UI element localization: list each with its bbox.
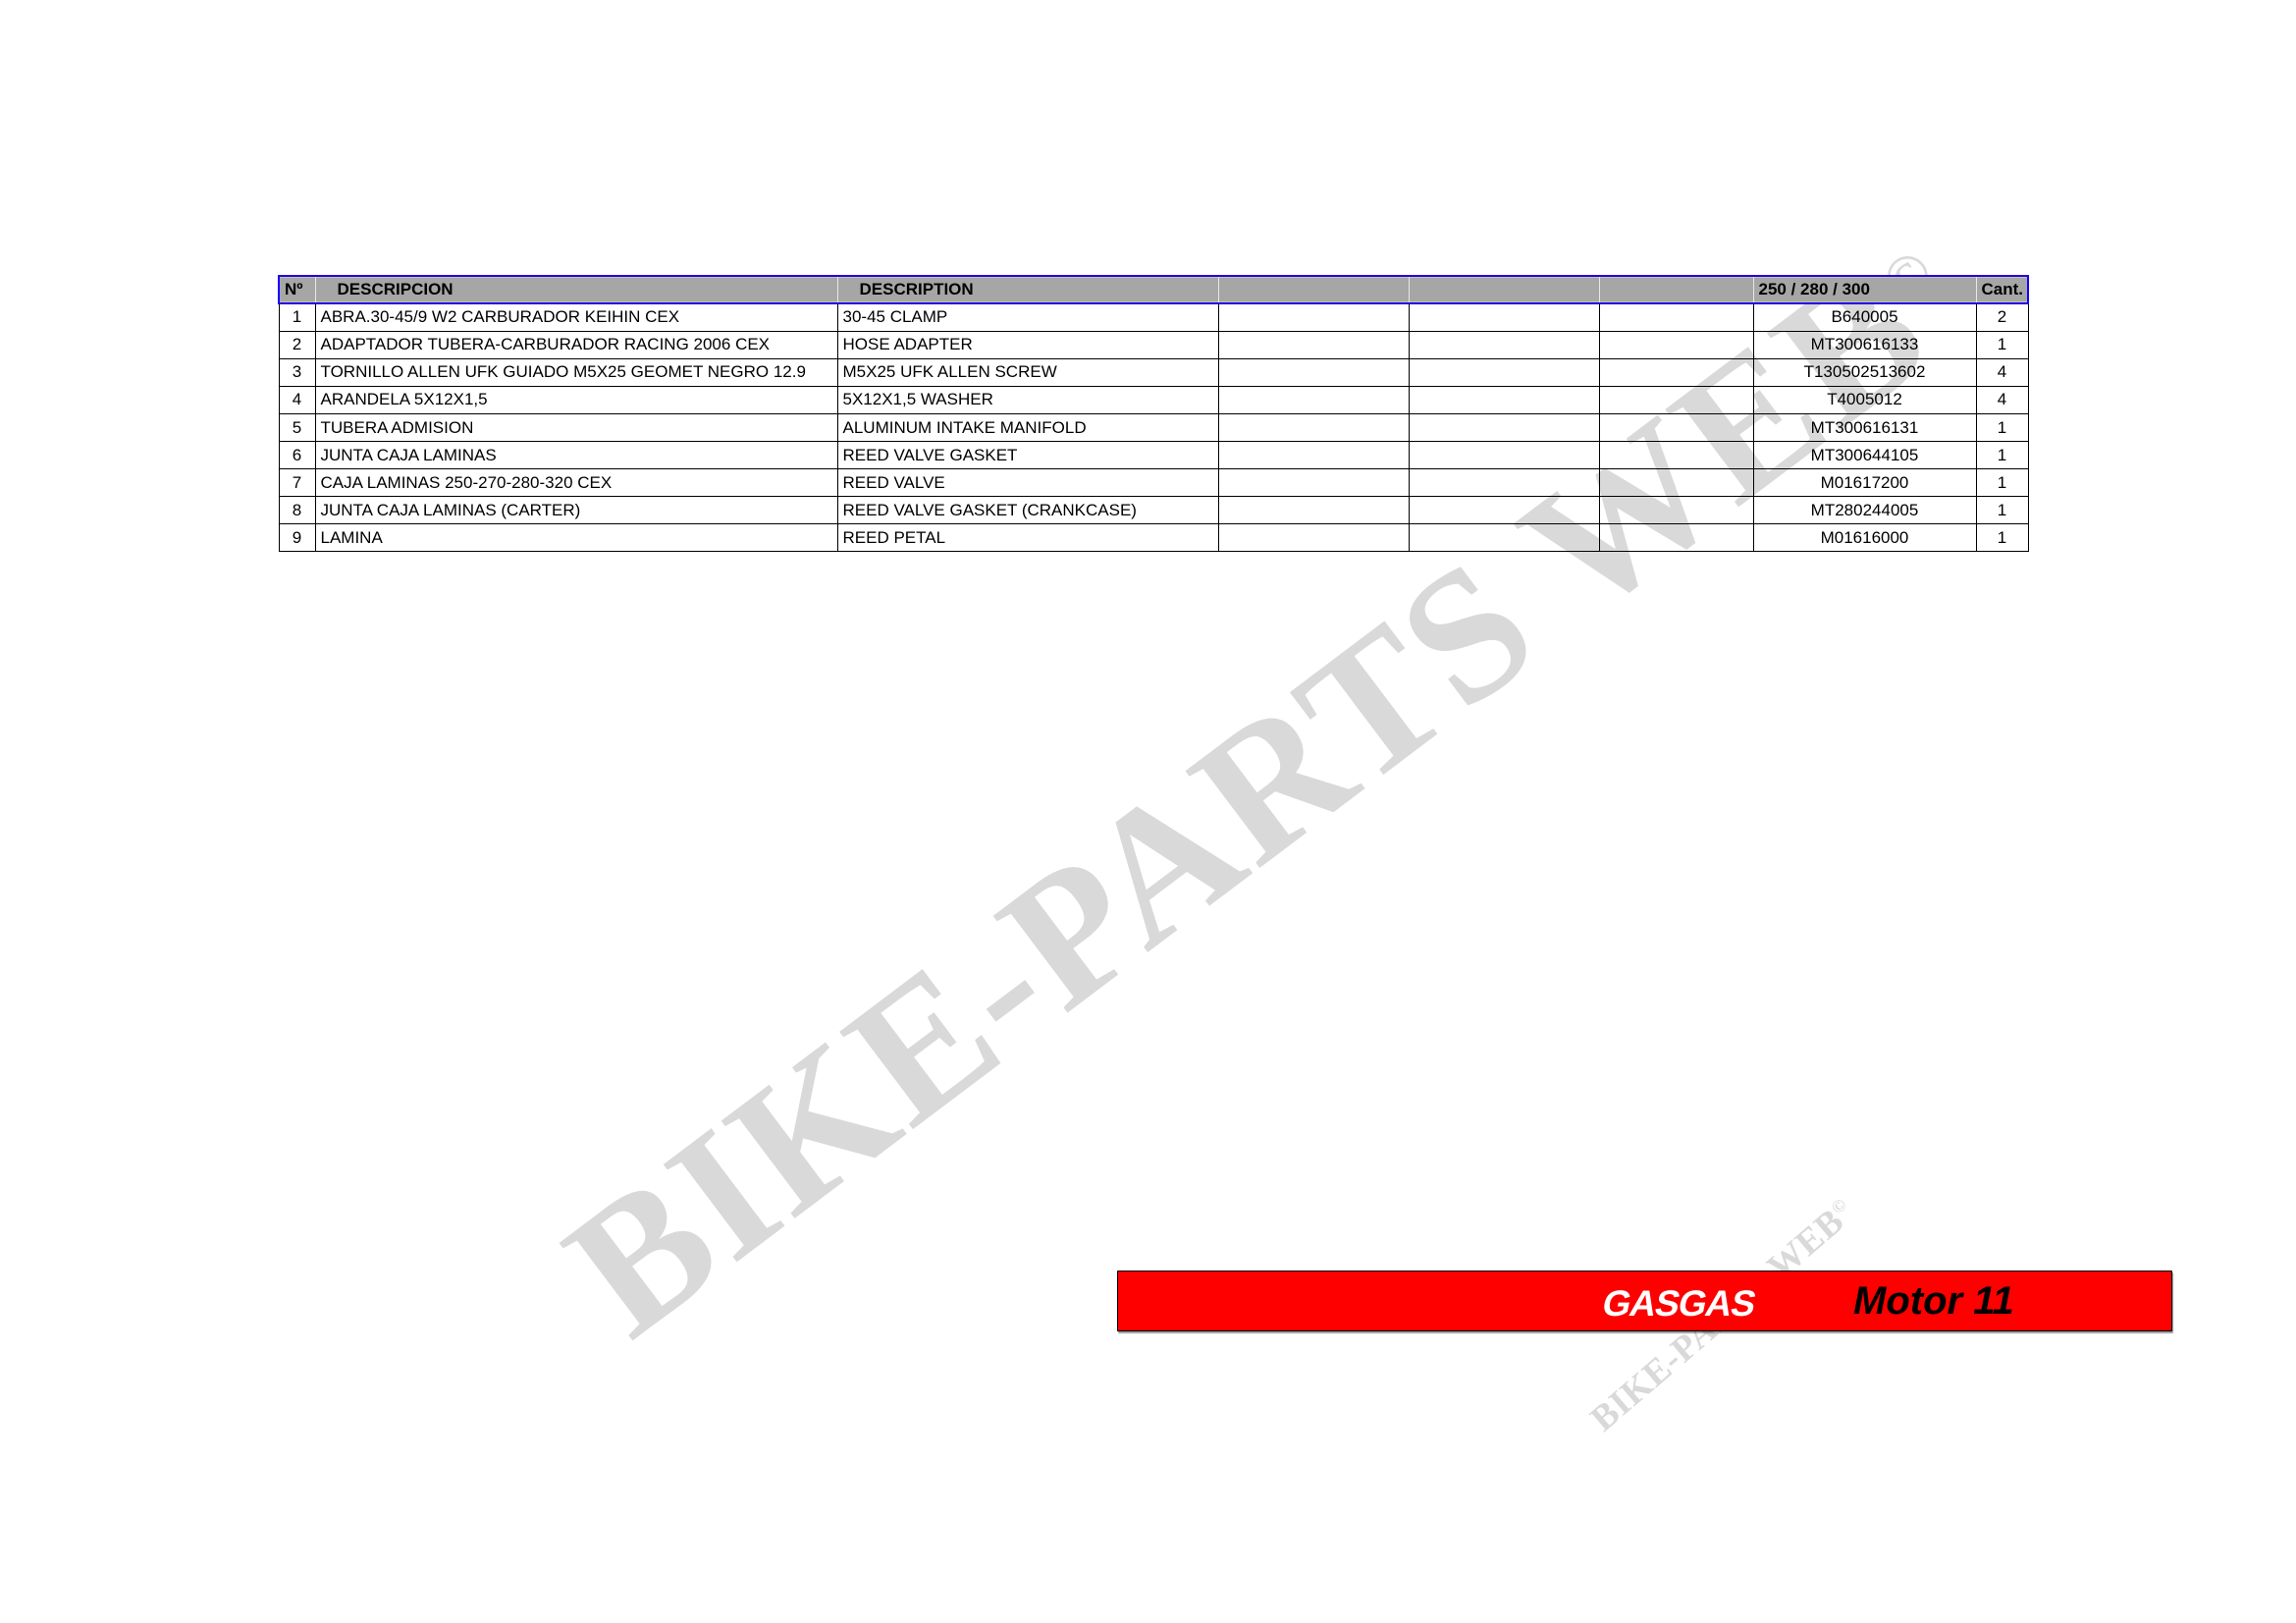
svg-text:GASGAS: GASGAS [1600, 1282, 1759, 1324]
